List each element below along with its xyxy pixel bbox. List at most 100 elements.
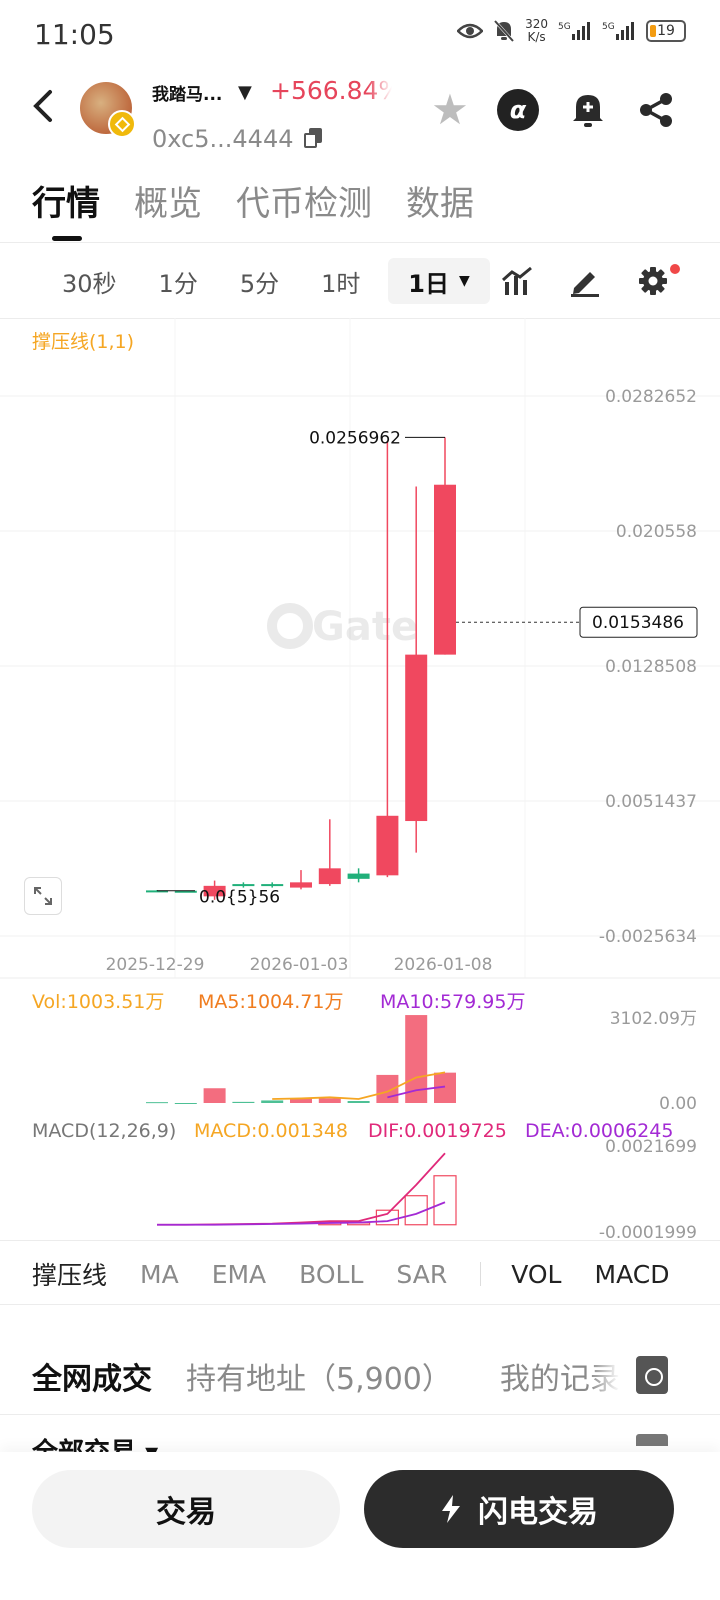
tab-holders[interactable]: 持有地址（5,900） — [186, 1362, 452, 1397]
battery-icon: 19 — [646, 20, 686, 42]
filter-icon[interactable] — [636, 1434, 668, 1446]
current-price-box — [579, 606, 698, 638]
price-change: +566.84% — [270, 76, 392, 105]
candle-body — [376, 815, 399, 876]
candle-body — [318, 868, 341, 885]
price-axis-label: 0.020558 — [616, 522, 697, 542]
vol-min-label: 0.00 — [659, 1094, 697, 1114]
timeframe-1m[interactable]: 1分 — [158, 270, 198, 298]
flash-trade-label: 闪电交易 — [478, 1495, 598, 1530]
draw-pen-icon[interactable] — [568, 264, 602, 298]
vol-ma10-label: MA10:579.95万 — [380, 991, 525, 1013]
svg-text:5G: 5G — [602, 22, 615, 32]
timeframe-30s[interactable]: 30秒 — [62, 270, 117, 298]
trade-tabs: 全网成交 持有地址（5,900） 我的记录 — [32, 1354, 668, 1398]
volume-bar — [290, 1098, 312, 1103]
macd-header: MACD(12,26,9) MACD:0.001348 DIF:0.001972… — [32, 1120, 697, 1243]
timeframe-active-label: 1日 — [408, 269, 449, 298]
timeframe-5m[interactable]: 5分 — [239, 270, 280, 298]
copy-icon[interactable] — [304, 128, 322, 148]
trade-button[interactable]: 交易 — [32, 1470, 340, 1548]
bnb-chain-icon — [108, 110, 136, 138]
timeframe-1h[interactable]: 1时 — [321, 270, 361, 298]
favorite-star-icon[interactable]: ★ — [431, 85, 469, 134]
alpha-icon[interactable]: α — [497, 89, 539, 131]
tab-my-records[interactable]: 我的记录 — [499, 1362, 620, 1397]
volume-bar — [261, 1100, 284, 1103]
flash-trade-button[interactable]: 闪电交易 — [364, 1470, 674, 1548]
chart-grid — [0, 318, 720, 978]
tab-data[interactable]: 数据 — [406, 184, 474, 224]
volume-bar — [318, 1098, 341, 1103]
back-button[interactable] — [30, 86, 56, 137]
timeframe-1d-dropdown[interactable]: 1日 ▼ — [388, 258, 490, 304]
candle-body — [203, 885, 226, 897]
signal-5g-icon: 5G — [602, 22, 634, 40]
volume-bar — [174, 1103, 197, 1104]
chart-settings-gear-icon[interactable] — [636, 264, 670, 298]
volume-bars — [146, 1015, 456, 1104]
indicator-ema[interactable]: EMA — [211, 1259, 267, 1289]
candle-body — [405, 654, 428, 822]
tab-overview[interactable]: 概览 — [134, 184, 202, 224]
volume-bar — [434, 1072, 456, 1103]
timeframe-row: 30秒 1分 5分 1时 — [62, 264, 402, 299]
share-icon[interactable] — [634, 88, 678, 132]
candle-body — [290, 882, 312, 888]
dif-line — [157, 1152, 446, 1226]
indicator-boll[interactable]: BOLL — [299, 1259, 364, 1289]
candles — [146, 437, 456, 900]
chart-indicator-icon[interactable] — [500, 264, 534, 298]
macd-series — [157, 1152, 457, 1226]
dea-line — [157, 1201, 446, 1226]
add-alert-bell-icon[interactable] — [566, 88, 610, 132]
indicator-ma[interactable]: MA — [140, 1259, 179, 1289]
time-axis-label: 2025-12-29 — [106, 955, 205, 975]
time-axis: 2025-12-29 2026-01-03 2026-01-08 — [106, 955, 493, 975]
contract-address: 0xc5...4444 — [152, 125, 294, 153]
price-chart[interactable]: 撑压线(1,1) Gate 0.0282652 0.020558 0.0128508… — [0, 318, 720, 1248]
current-price-label: 0.0153486 — [592, 613, 684, 633]
divider — [0, 1304, 720, 1305]
indicator-vol[interactable]: VOL — [511, 1259, 562, 1289]
volume-bar — [203, 1088, 226, 1103]
volume-bar — [376, 1074, 399, 1103]
macd-histogram-bar — [375, 1209, 399, 1226]
fullscreen-expand-button[interactable] — [24, 877, 62, 915]
records-clock-icon[interactable] — [636, 1356, 668, 1394]
candle-body — [174, 890, 197, 893]
volume-bar — [347, 1101, 370, 1103]
token-avatar — [78, 80, 134, 136]
indicator-sar[interactable]: SAR — [396, 1259, 448, 1289]
price-axis-label: 0.0282652 — [605, 387, 697, 407]
volume-header: Vol:1003.51万 MA5:1004.71万 MA10:579.95万 3… — [32, 991, 697, 1114]
price-axis-label: 0.0051437 — [605, 792, 697, 812]
high-price-label: 0.0256962 — [309, 428, 401, 448]
trade-button-label: 交易 — [156, 1495, 216, 1530]
trade-filter-label[interactable]: 全部交易 ▾ — [32, 1432, 158, 1452]
svg-text:5G: 5G — [558, 22, 571, 32]
status-time: 11:05 — [34, 18, 115, 51]
token-switch-caret-icon[interactable]: ▼ — [238, 82, 252, 103]
volume-bar — [146, 1102, 168, 1104]
gate-watermark: Gate — [267, 603, 418, 650]
svg-text:Gate: Gate — [312, 604, 418, 650]
dropdown-caret-icon: ▼ — [458, 273, 470, 289]
macd-max-label: 0.0021699 — [605, 1137, 697, 1157]
tab-all-trades[interactable]: 全网成交 — [32, 1362, 152, 1397]
vol-ma5-line — [272, 1071, 446, 1100]
lightning-icon — [442, 1495, 460, 1523]
mute-bell-icon — [493, 19, 515, 43]
macd-min-label: -0.0001999 — [599, 1223, 697, 1243]
tab-token-check[interactable]: 代币检测 — [236, 184, 372, 224]
tab-market[interactable]: 行情 — [32, 184, 100, 224]
main-tabs: 行情 概览 代币检测 数据 — [32, 176, 474, 225]
indicator-support-resistance[interactable]: 撑压线 — [32, 1261, 108, 1290]
candle-body — [434, 484, 456, 655]
indicator-macd[interactable]: MACD — [594, 1259, 670, 1289]
token-name[interactable]: 我踏马... — [152, 85, 223, 105]
overlay-indicator-label: 撑压线(1,1) — [32, 331, 134, 353]
vol-label: Vol:1003.51万 — [32, 991, 164, 1013]
back-arrow-icon — [33, 90, 52, 122]
vol-ma10-line — [387, 1085, 446, 1099]
